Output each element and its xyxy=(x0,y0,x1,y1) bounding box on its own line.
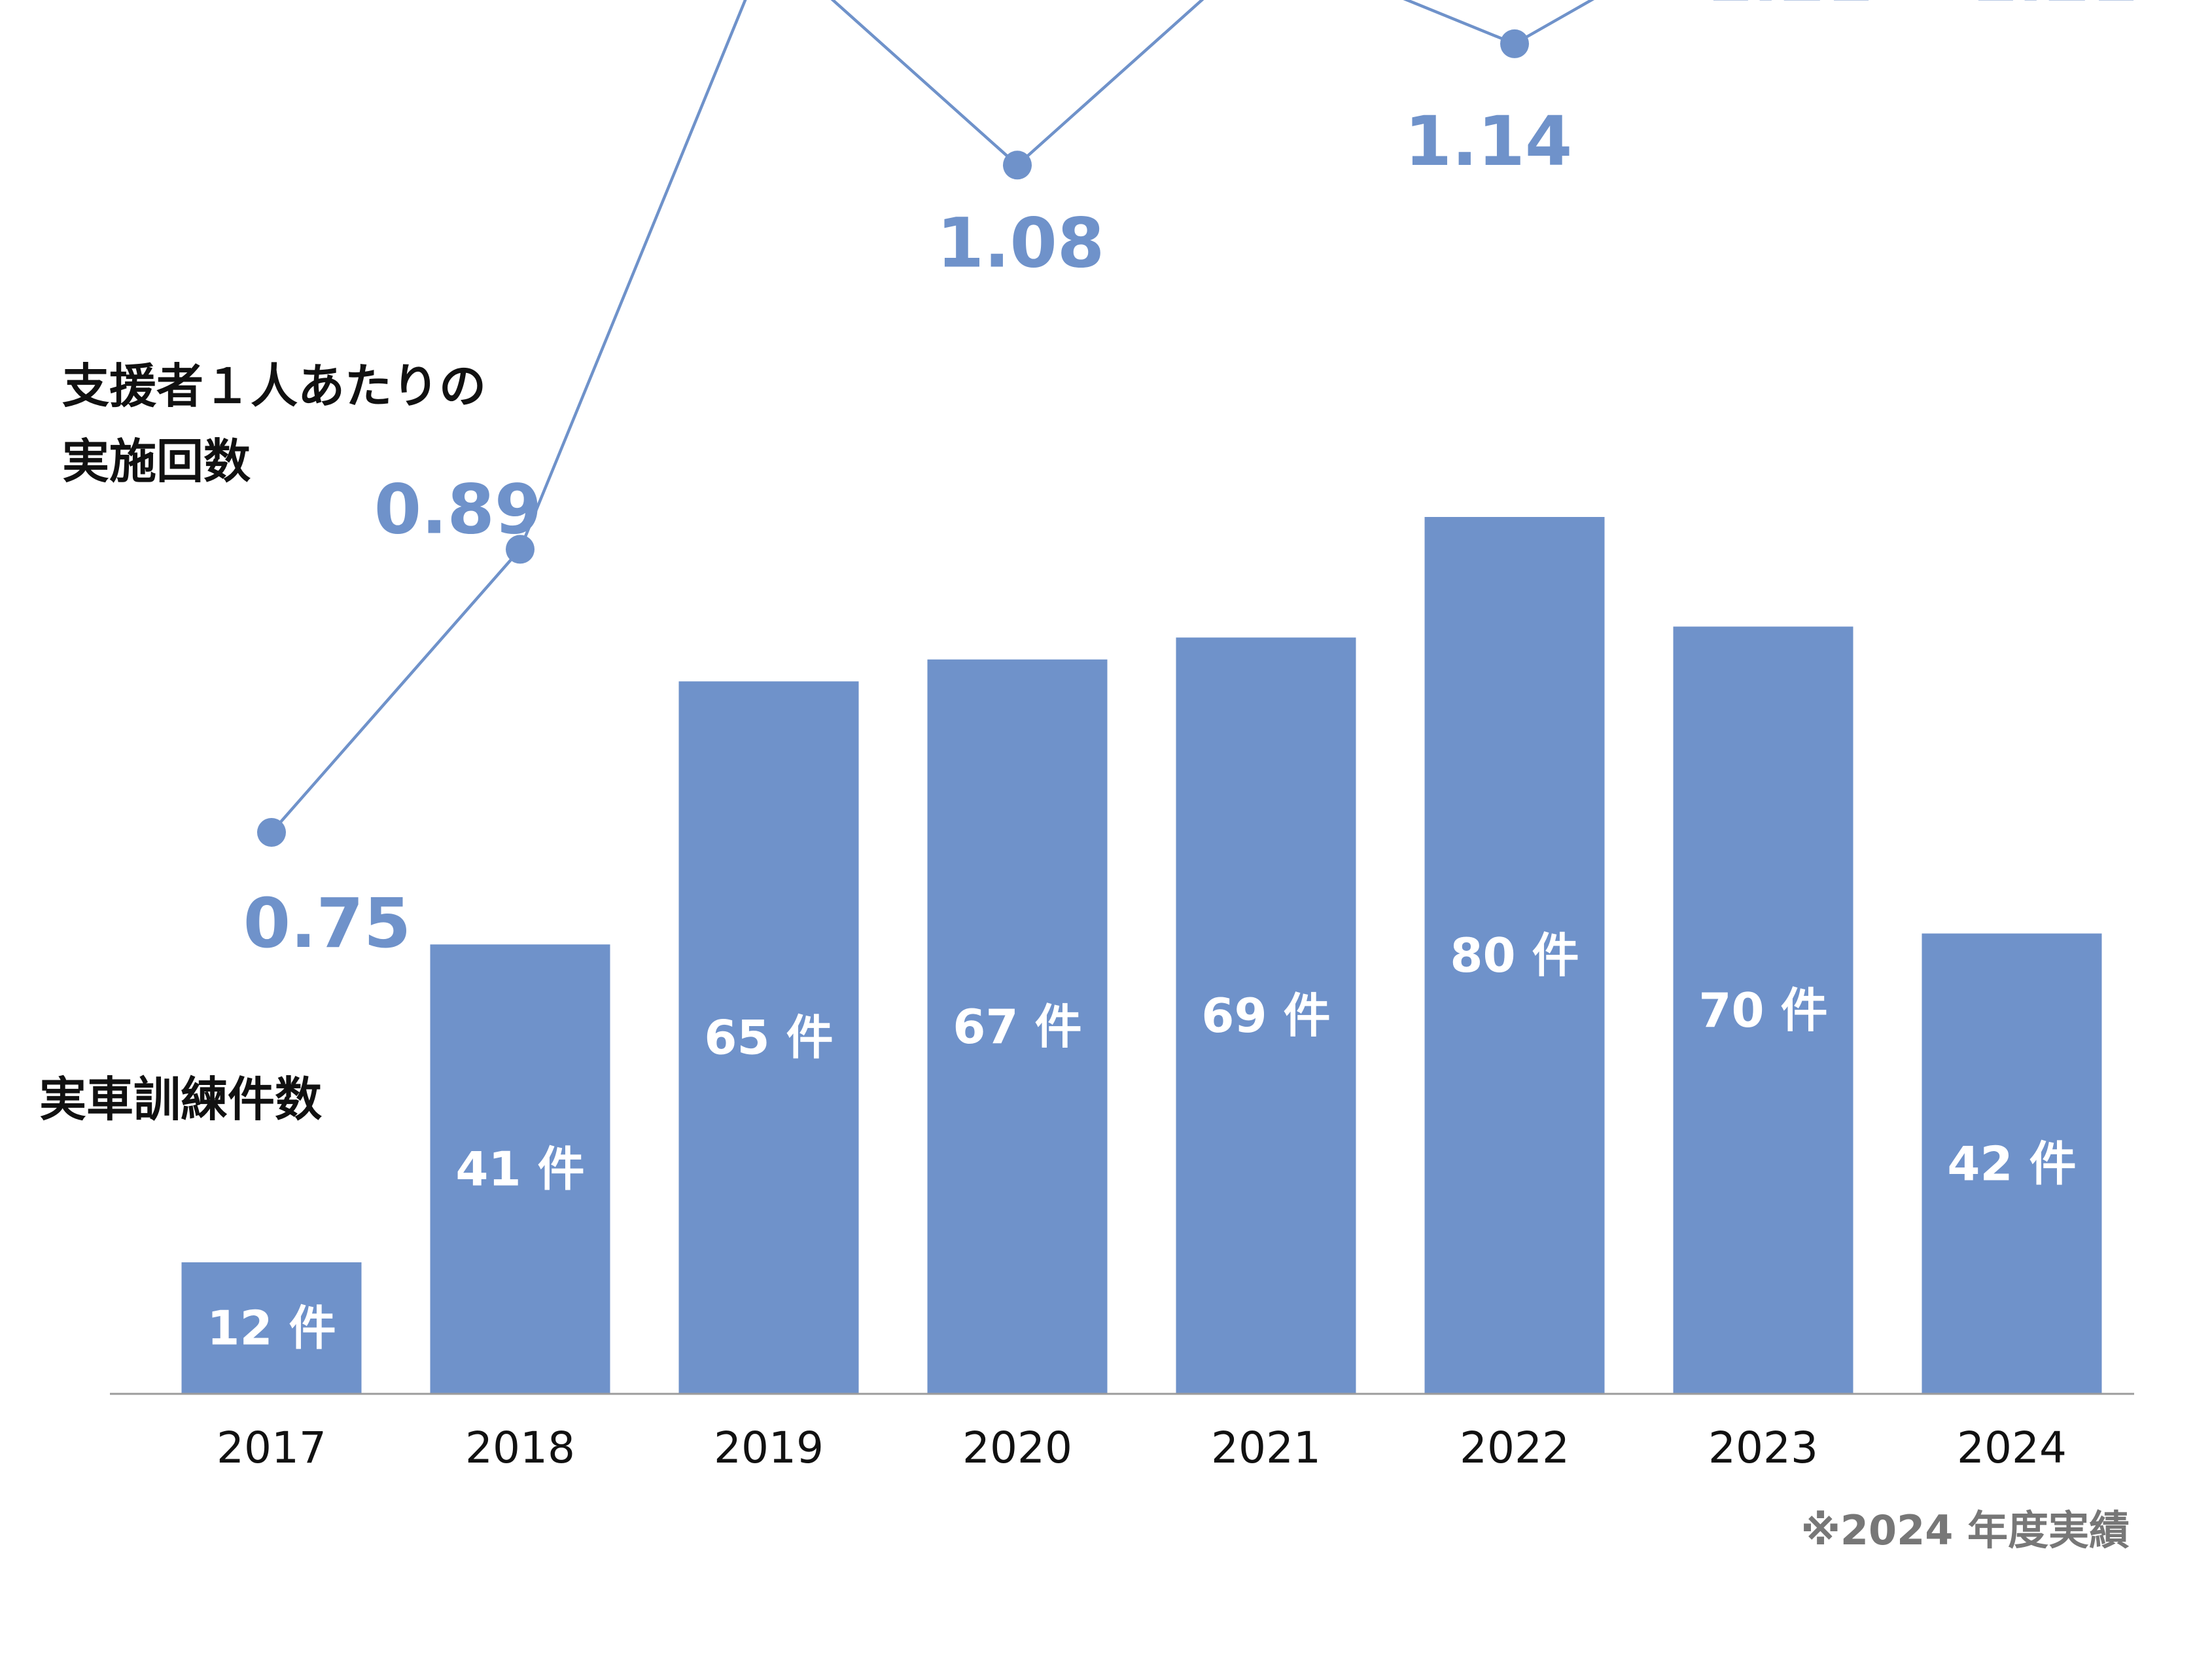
line-label-2023: 1.21 xyxy=(1706,0,1874,17)
x-tick-2017: 2017 xyxy=(217,1423,326,1473)
x-tick-2021: 2021 xyxy=(1211,1423,1321,1473)
bar-label-2024: 42 件 xyxy=(1947,1136,2076,1191)
bar-2020 xyxy=(927,659,1108,1394)
line-label-2022: 1.14 xyxy=(1405,101,1573,181)
x-tick-2019: 2019 xyxy=(714,1423,824,1473)
line-point-2018 xyxy=(506,535,535,564)
x-tick-2022: 2022 xyxy=(1460,1423,1570,1473)
bar-label-2018: 41 件 xyxy=(455,1142,584,1197)
bar-label-2021: 69 件 xyxy=(1201,988,1330,1043)
line-label-2017: 0.75 xyxy=(243,883,412,963)
line-label-2018: 0.89 xyxy=(374,469,542,549)
bar-2023 xyxy=(1673,626,1853,1394)
x-tick-2018: 2018 xyxy=(465,1423,575,1473)
x-tick-2024: 2024 xyxy=(1957,1423,2067,1473)
line-label-2024: 1.21 xyxy=(1971,0,2139,17)
bar-series xyxy=(181,517,2102,1394)
line-label-2020: 1.08 xyxy=(937,203,1105,283)
line-series xyxy=(270,0,1595,834)
bar-label-2020: 67 件 xyxy=(953,999,1081,1054)
x-tick-labels: 2017 2018 2019 2020 2021 2022 2023 2024 xyxy=(217,1423,2067,1473)
footnote: ※2024 年度実績 xyxy=(1801,1506,2130,1554)
bar-2017 xyxy=(181,1262,362,1394)
line-point-2020 xyxy=(1003,151,1032,180)
bar-2021 xyxy=(1176,637,1356,1394)
bar-series-title: 実車訓練件数 xyxy=(39,1072,322,1127)
line-points xyxy=(257,29,1529,847)
bar-label-2019: 65 件 xyxy=(704,1010,833,1065)
line-series-title-line-1: 支援者１人あたりの xyxy=(62,359,486,414)
line-point-2022 xyxy=(1500,29,1529,58)
bar-2018 xyxy=(430,944,610,1394)
bar-label-2023: 70 件 xyxy=(1698,983,1827,1038)
line-point-2017 xyxy=(257,818,286,847)
line-labels: 0.750.891.191.081.191.141.211.21 xyxy=(243,0,2139,963)
bar-2019 xyxy=(678,681,859,1394)
x-tick-2020: 2020 xyxy=(962,1423,1072,1473)
line-series-title-line-2: 実施回数 xyxy=(62,434,251,489)
bar-labels: 12 件 41 件 65 件 67 件 69 件 80 件 70 件 42 件 xyxy=(207,928,2076,1356)
bar-label-2022: 80 件 xyxy=(1450,928,1579,983)
bar-2024 xyxy=(1922,933,2102,1394)
bar-2022 xyxy=(1424,517,1605,1394)
x-tick-2023: 2023 xyxy=(1708,1423,1818,1473)
bar-label-2017: 12 件 xyxy=(207,1301,336,1356)
